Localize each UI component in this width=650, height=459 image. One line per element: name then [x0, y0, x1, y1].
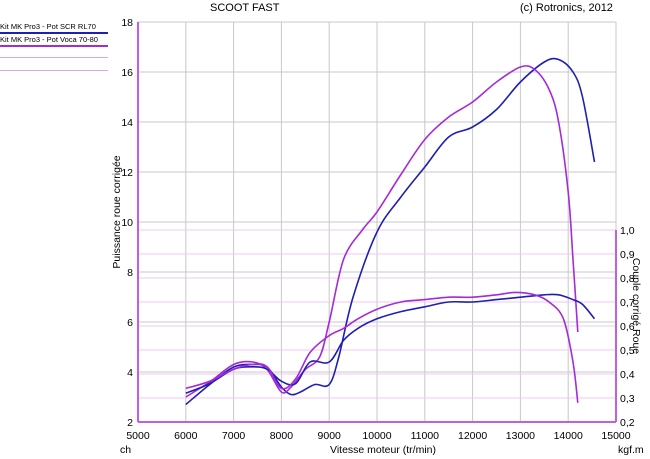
y-left-tick-label: 16: [121, 67, 133, 79]
x-unit-left: ch: [120, 444, 131, 456]
y-right-tick-label: 0,5: [620, 345, 635, 357]
x-tick-label: 11000: [411, 430, 440, 442]
y-right-tick-label: 0,3: [620, 393, 635, 405]
torque-curve-scr-rl70: [185, 293, 596, 394]
grid-lines: [137, 21, 617, 423]
legend-empty-slot: [0, 61, 108, 71]
x-tick-label: 5000: [126, 430, 150, 442]
y-right-tick-label: 1,0: [620, 225, 635, 237]
y-right-tick-label: 0,9: [620, 249, 635, 261]
y-left-tick-label: 6: [127, 317, 133, 329]
legend-empty-slot: [0, 48, 108, 58]
y-right-tick-label: 0,7: [620, 297, 635, 309]
x-tick-label: 12000: [458, 430, 487, 442]
series-lines: [185, 57, 596, 406]
torque-curve-voca-70-80: [185, 291, 579, 403]
x-tick-label: 7000: [222, 430, 246, 442]
power-curve-voca-70-80: [185, 65, 579, 398]
y-left-tick-label: 12: [121, 167, 133, 179]
y-right-axis-title: Couple corrigé Roue: [630, 258, 642, 354]
chart-title: SCOOT FAST: [210, 2, 280, 14]
power-curve-scr-rl70: [185, 57, 596, 406]
x-axis-title: Vitesse moteur (tr/min): [330, 444, 436, 456]
y-right-tick-label: 0,6: [620, 321, 635, 333]
y-left-tick-label: 10: [121, 217, 133, 229]
y-left-tick-label: 2: [127, 417, 133, 429]
y-left-tick-label: 14: [121, 117, 133, 129]
x-tick-label: 6000: [174, 430, 198, 442]
y-right-tick-label: 0,8: [620, 273, 635, 285]
axis-labels: Vitesse moteur (tr/min) ch kgf.m Puissance …: [111, 155, 644, 456]
y-right-tick-label: 0,2: [620, 417, 635, 429]
copyright-text: (c) Rotronics, 2012: [520, 2, 613, 14]
y-left-tick-label: 18: [121, 17, 133, 29]
y-left-tick-label: 8: [127, 267, 133, 279]
x-tick-label: 13000: [506, 430, 535, 442]
legend-item-scr-rl70[interactable]: Kit MK Pro3 - Pot SCR RL70: [0, 22, 108, 34]
y-left-axis-title: Puissance roue corrigée: [111, 155, 123, 268]
x-tick-label: 9000: [318, 430, 342, 442]
legend: Kit MK Pro3 - Pot SCR RL70 Kit MK Pro3 -…: [0, 22, 108, 74]
x-tick-label: 14000: [554, 430, 583, 442]
x-tick-label: 15000: [601, 430, 630, 442]
x-tick-label: 8000: [270, 430, 294, 442]
plot-frame: [137, 22, 617, 423]
y-right-tick-label: 0,4: [620, 369, 635, 381]
tick-labels: 5000 6000 7000 8000 9000 10000 11000 12000 13000…: [121, 17, 634, 442]
legend-item-voca-70-80[interactable]: Kit MK Pro3 - Pot Voca 70-80: [0, 35, 108, 47]
x-tick-label: 10000: [362, 430, 391, 442]
x-unit-right: kgf.m: [618, 444, 644, 456]
y-left-tick-label: 4: [127, 367, 133, 379]
